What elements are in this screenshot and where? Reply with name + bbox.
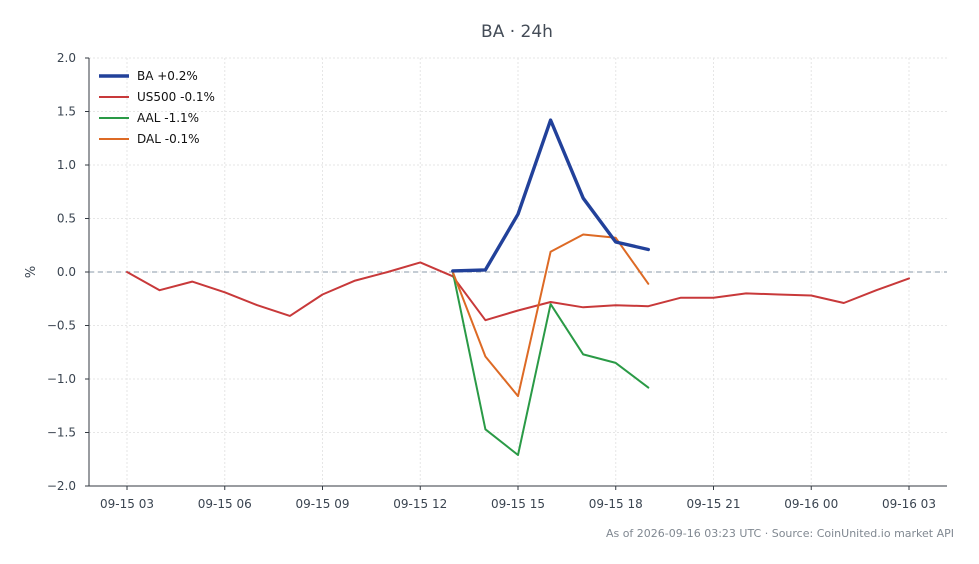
series-lines	[126, 118, 910, 456]
legend: BA +0.2% US500 -0.1% AAL -1.1% DAL -0.1%	[99, 69, 215, 146]
y-tick-label: 2.0	[57, 51, 76, 65]
y-axis-label: %	[24, 266, 39, 278]
chart-title: BA · 24h	[481, 22, 553, 42]
y-axis-ticks: 2.0 1.5 1.0 0.5 0.0 −0.5 −1.0 −1.5 −2.0	[47, 51, 89, 493]
y-tick-label: −1.5	[47, 426, 76, 440]
y-tick-label: 1.5	[57, 105, 76, 119]
legend-label: US500 -0.1%	[137, 90, 215, 104]
y-tick-label: 1.0	[57, 158, 76, 172]
x-axis-ticks: 09-15 03 09-15 06 09-15 09 09-15 12 09-15 15…	[100, 486, 936, 511]
legend-label: AAL -1.1%	[137, 111, 199, 125]
x-tick-label: 09-15 09	[296, 497, 350, 511]
x-tick-label: 09-16 00	[784, 497, 838, 511]
grid	[89, 57, 947, 487]
x-tick-label: 09-15 06	[198, 497, 252, 511]
footer-source: As of 2026-09-16 03:23 UTC · Source: Coi…	[606, 527, 954, 540]
x-tick-label: 09-15 15	[491, 497, 545, 511]
series-line-3	[451, 233, 650, 398]
legend-item-1: US500 -0.1%	[99, 90, 215, 104]
legend-item-3: DAL -0.1%	[99, 132, 200, 146]
series-line-0	[451, 118, 650, 273]
series-line-2	[451, 271, 650, 456]
x-tick-label: 09-15 03	[100, 497, 154, 511]
legend-label: DAL -0.1%	[137, 132, 200, 146]
y-tick-label: 0.5	[57, 212, 76, 226]
y-tick-label: −0.5	[47, 319, 76, 333]
x-tick-label: 09-16 03	[882, 497, 936, 511]
legend-item-0: BA +0.2%	[99, 69, 198, 83]
series-line-1	[126, 261, 910, 322]
legend-item-2: AAL -1.1%	[99, 111, 199, 125]
y-tick-label: −1.0	[47, 372, 76, 386]
y-tick-label: −2.0	[47, 479, 76, 493]
x-tick-label: 09-15 18	[589, 497, 643, 511]
x-tick-label: 09-15 12	[393, 497, 447, 511]
y-tick-label: 0.0	[57, 265, 76, 279]
x-tick-label: 09-15 21	[687, 497, 741, 511]
legend-label: BA +0.2%	[137, 69, 198, 83]
